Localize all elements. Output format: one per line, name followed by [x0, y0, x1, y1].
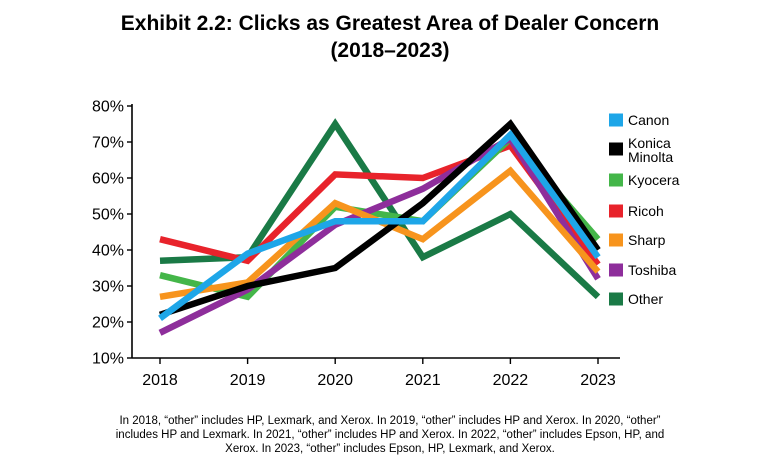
chart-title: Exhibit 2.2: Clicks as Greatest Area of … [0, 10, 780, 64]
y-tick-label: 30% [92, 279, 124, 296]
y-tick-label: 40% [92, 243, 124, 260]
footnote-line-2: includes HP and Lexmark. In 2021, “other… [115, 429, 665, 441]
x-tick-label: 2020 [317, 372, 353, 389]
y-tick-label: 50% [92, 207, 124, 224]
chart-legend: Canon Konica Minolta Kyocera Ricoh Sharp Toshi… [609, 112, 680, 307]
legend-swatch-toshiba [609, 263, 623, 277]
legend-label-sharp: Sharp [628, 232, 666, 248]
footnote-line-1: In 2018, “other” includes HP, Lexmark, a… [119, 415, 661, 427]
footnote: In 2018, “other” includes HP, Lexmark, a… [40, 414, 740, 456]
series-line-konica-minolta [158, 119, 601, 318]
legend-label-kyocera: Kyocera [628, 172, 680, 188]
legend-swatch-other [609, 292, 623, 306]
chart-series-lines [158, 118, 601, 336]
series-line-toshiba [158, 134, 601, 336]
x-tick-label: 2022 [493, 372, 529, 389]
x-tick-label: 2023 [580, 372, 616, 389]
legend-label-konica-minolta: Konica Minolta [628, 135, 673, 165]
legend-label-canon: Canon [628, 112, 669, 128]
y-tick-label: 70% [92, 135, 124, 152]
series-line-canon [158, 129, 601, 322]
chart-title-line-2: (2018–2023) [330, 39, 450, 62]
y-tick-label: 80% [92, 99, 124, 116]
footnote-line-3: Xerox. In 2023, “other” includes Epson, … [225, 443, 555, 455]
legend-label-toshiba: Toshiba [628, 262, 676, 278]
x-tick-label: 2019 [230, 372, 266, 389]
y-tick-label: 60% [92, 171, 124, 188]
legend-swatch-canon [609, 113, 623, 127]
chart-axes: 10% 20% 30% 40% 50% 60% 70% 80% 2018 2019 2020 2021… [92, 99, 620, 389]
x-tick-label: 2018 [142, 372, 178, 389]
chart-title-line-1: Exhibit 2.2: Clicks as Greatest Area of … [120, 12, 660, 35]
legend-swatch-sharp [609, 233, 623, 247]
legend-swatch-ricoh [609, 204, 623, 218]
y-tick-label: 20% [92, 315, 124, 332]
legend-swatch-kyocera [609, 173, 623, 187]
y-tick-label: 10% [92, 351, 124, 368]
legend-swatch-konica-minolta [609, 142, 623, 156]
legend-label-other: Other [628, 291, 663, 307]
x-tick-label: 2021 [405, 372, 441, 389]
legend-label-ricoh: Ricoh [628, 203, 664, 219]
line-chart: 10% 20% 30% 40% 50% 60% 70% 80% 2018 2019 2020 2021… [92, 99, 680, 390]
